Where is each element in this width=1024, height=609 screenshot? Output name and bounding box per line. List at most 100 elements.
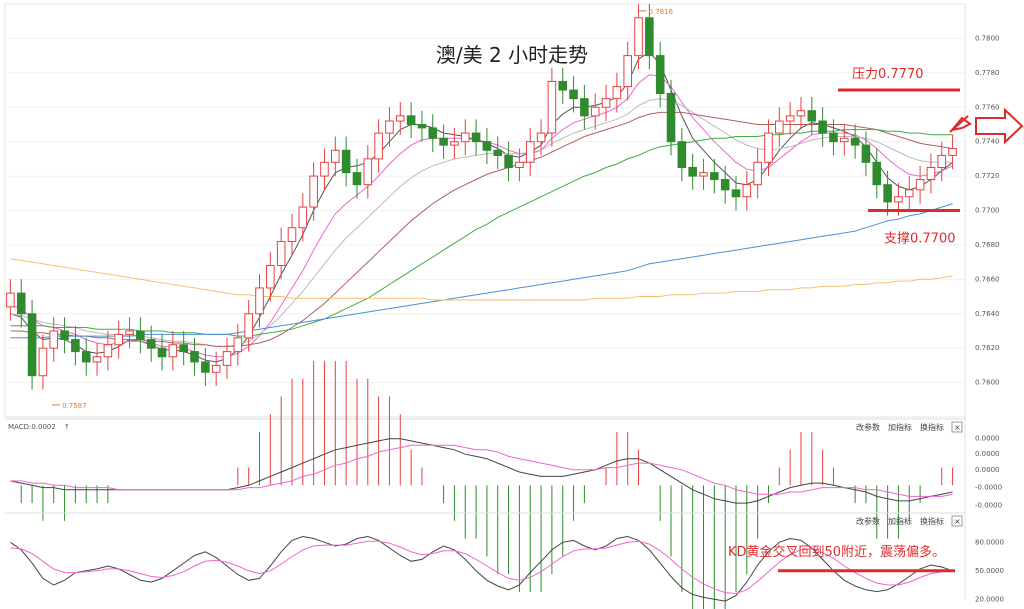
indicator-button[interactable]: 加指标 <box>888 516 912 526</box>
candle-body <box>688 166 697 177</box>
candle <box>872 148 882 199</box>
close-symbol[interactable]: × <box>954 517 961 526</box>
kd-tick-label: 80.0000 <box>975 538 1004 546</box>
candle-body <box>634 17 643 57</box>
candle <box>688 153 697 190</box>
up-arrow-icon <box>949 107 1024 145</box>
candle-body <box>764 132 773 163</box>
candle-body <box>417 123 427 129</box>
candle <box>190 337 199 376</box>
macd-tick-label: 0.0000 <box>975 466 1000 474</box>
candle <box>428 114 438 152</box>
candle-body <box>796 110 806 117</box>
candle <box>460 119 470 156</box>
candle <box>395 102 405 135</box>
candle-body <box>341 149 351 174</box>
candle <box>136 317 145 354</box>
price-tick-label: 0.7640 <box>975 310 1000 318</box>
candle <box>255 274 264 328</box>
chart-title: 澳/美 2 小时走势 <box>436 43 588 67</box>
candle-body <box>471 132 481 143</box>
candle <box>298 193 308 242</box>
candle-body <box>753 161 762 186</box>
kd-tick-label: 50.0000 <box>975 567 1004 575</box>
candle-body <box>374 132 383 160</box>
candle <box>829 119 838 156</box>
candle <box>276 227 286 280</box>
indicator-button[interactable]: 加指标 <box>888 422 912 432</box>
candle-body <box>515 161 524 168</box>
close-box[interactable] <box>951 515 963 527</box>
candle <box>785 102 795 135</box>
candle <box>504 141 513 182</box>
candle <box>92 343 102 376</box>
candle <box>157 334 167 371</box>
macd-tick-label: -0.0000 <box>975 484 1002 492</box>
candle <box>904 176 914 211</box>
candle-body <box>482 141 492 151</box>
candle-body <box>904 189 914 198</box>
macd-panel: MACD:0.0002 ↑ 改参数 加指标 换指标 × 0.00000.00000.0… <box>5 360 1002 609</box>
kd-toolbar: 改参数 加指标 换指标 × <box>856 515 963 527</box>
indicator-button[interactable]: 换指标 <box>920 516 944 526</box>
macd-histogram <box>20 360 954 609</box>
macd-arrow-icon: ↑ <box>64 423 70 431</box>
candle-body <box>742 184 752 198</box>
candle-body <box>201 361 210 373</box>
candle <box>590 93 600 130</box>
candle-body <box>309 175 318 208</box>
price-tick-label: 0.7660 <box>975 275 1000 283</box>
candle-body <box>211 364 221 373</box>
close-symbol[interactable]: × <box>954 423 961 432</box>
candle <box>720 165 730 204</box>
macd-lines <box>10 438 953 504</box>
candle <box>363 145 373 199</box>
candle <box>525 127 535 177</box>
candle-body <box>136 330 145 341</box>
candle-body <box>168 344 178 358</box>
candle <box>937 141 947 182</box>
candle-body <box>558 80 568 91</box>
candle <box>374 119 383 173</box>
candle <box>49 317 59 362</box>
indicator-button[interactable]: 改参数 <box>856 516 880 526</box>
price-tick-label: 0.7680 <box>975 241 1000 249</box>
candle-body <box>785 115 795 122</box>
low-marker-label: 0.7587 <box>62 402 87 410</box>
arrow-up-right-icon <box>949 115 972 133</box>
moving-average-line <box>10 203 953 339</box>
candle <box>666 79 676 156</box>
candle <box>623 41 632 101</box>
candle-body <box>666 92 676 143</box>
candle <box>352 158 362 199</box>
candle <box>915 165 925 204</box>
close-box[interactable] <box>951 421 963 433</box>
candle <box>450 127 459 159</box>
candle-body <box>71 339 80 353</box>
moving-average-line <box>10 74 953 358</box>
kd-panel: 改参数 加指标 换指标 × 80.0000 50.0000 20.0000 KD黄金交叉回… <box>5 512 1004 603</box>
candle <box>536 119 546 156</box>
candle <box>775 107 784 147</box>
candle <box>146 325 156 362</box>
close-icon[interactable]: × <box>951 421 963 433</box>
candle <box>417 110 427 142</box>
indicator-button[interactable]: 改参数 <box>856 422 880 432</box>
close-icon[interactable]: × <box>951 515 963 527</box>
candle <box>655 41 665 108</box>
candle-body <box>406 115 416 125</box>
candle <box>850 124 860 159</box>
candle <box>482 127 492 165</box>
indicator-button[interactable]: 换指标 <box>920 422 944 432</box>
candle-body <box>872 161 882 186</box>
candle <box>883 170 892 216</box>
candle <box>926 153 936 194</box>
support-resistance: 压力0.7770 支撑0.7700 <box>838 67 960 247</box>
candle <box>839 124 849 156</box>
candle-body <box>352 172 362 186</box>
candle-body <box>450 141 459 146</box>
candle-body <box>623 55 632 88</box>
candle <box>320 148 329 190</box>
candle-body <box>157 347 167 358</box>
